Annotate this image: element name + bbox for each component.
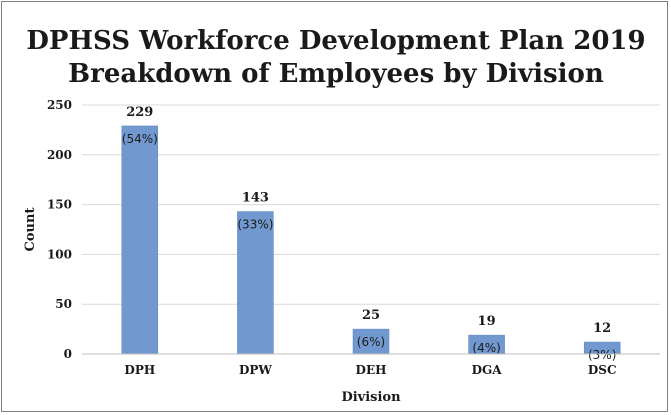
value-label: 19 bbox=[478, 314, 496, 329]
y-tick-label: 100 bbox=[47, 247, 72, 261]
bar-dph bbox=[121, 125, 159, 355]
y-tick-label: 250 bbox=[47, 98, 72, 112]
bar-dpw bbox=[237, 211, 274, 355]
chart-title: DPHSS Workforce Development Plan 2019 Br… bbox=[26, 26, 645, 89]
bar-deh bbox=[352, 328, 390, 355]
percent-label: (4%) bbox=[472, 341, 500, 355]
value-label: 229 bbox=[126, 105, 153, 120]
x-tick-label: DGA bbox=[472, 363, 503, 377]
x-tick-label: DEH bbox=[356, 363, 387, 377]
x-axis-title: Division bbox=[341, 390, 401, 405]
y-tick-label: 200 bbox=[47, 148, 72, 162]
percent-label: (54%) bbox=[122, 132, 158, 146]
chart-title-line-1: DPHSS Workforce Development Plan 2019 bbox=[26, 26, 645, 56]
percent-label: (33%) bbox=[237, 218, 273, 232]
percent-label: (3%) bbox=[588, 348, 616, 362]
bars bbox=[121, 125, 621, 355]
y-tick-label: 50 bbox=[55, 297, 72, 311]
x-tick-label: DPH bbox=[124, 363, 155, 377]
value-label: 143 bbox=[242, 191, 269, 206]
y-axis-title: Count bbox=[23, 208, 38, 252]
y-axis-ticks: 0 50 100 150 200 250 bbox=[47, 98, 72, 361]
y-tick-label: 150 bbox=[47, 198, 72, 212]
gridlines bbox=[82, 104, 660, 305]
x-tick-label: DPW bbox=[239, 363, 272, 377]
value-label: 12 bbox=[593, 321, 611, 336]
data-labels: 229 (54%) 143 (33%) 25 (6%) 19 (4%) 12 (3%) bbox=[122, 105, 617, 362]
chart-title-line-2: Breakdown of Employees by Division bbox=[68, 59, 604, 89]
x-tick-label: DSC bbox=[588, 363, 617, 377]
value-label: 25 bbox=[362, 308, 380, 323]
x-axis-ticks: DPH DPW DEH DGA DSC bbox=[124, 363, 616, 377]
y-tick-label: 0 bbox=[64, 347, 72, 361]
percent-label: (6%) bbox=[357, 335, 385, 349]
